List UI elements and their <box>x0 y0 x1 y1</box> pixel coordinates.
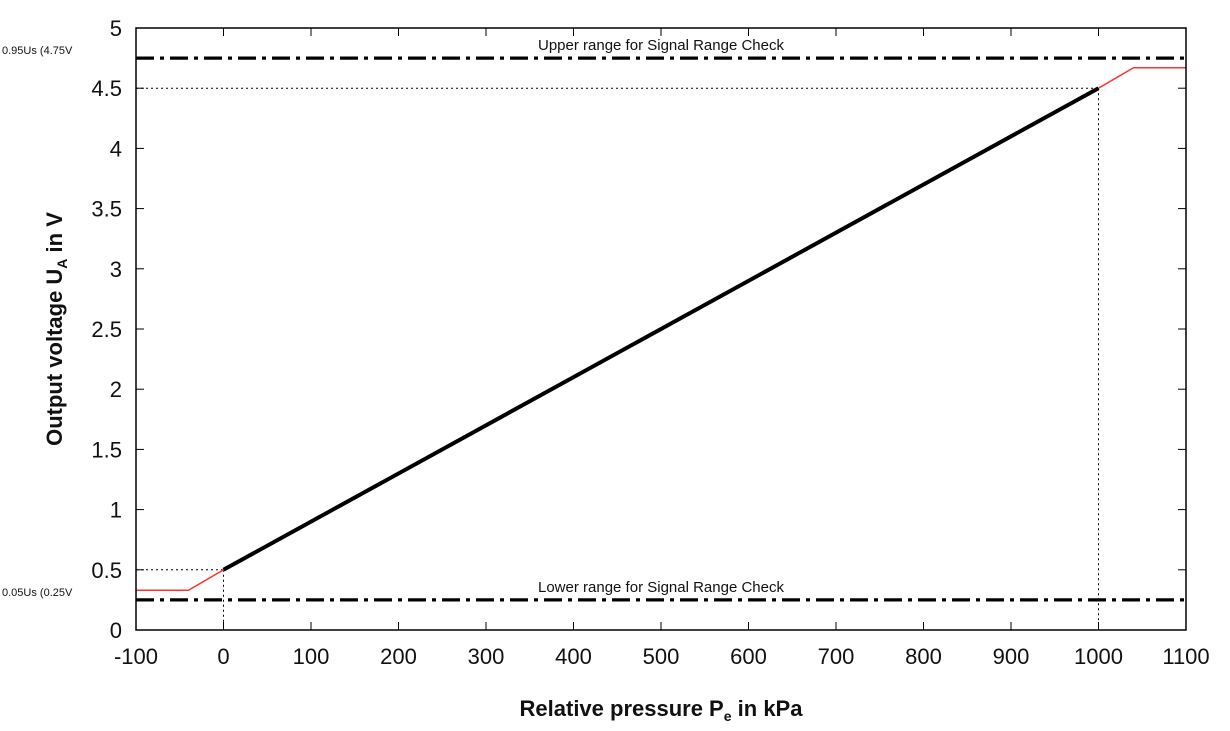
y-axis-title-rest: in V <box>42 212 67 259</box>
x-tick-label: 100 <box>293 644 330 669</box>
x-axis-title-sub: e <box>724 708 732 724</box>
threshold-labels: Upper range for Signal Range Check 0.95Us… <box>2 37 784 599</box>
y-tick-label: 1 <box>110 498 122 523</box>
x-tick-label: 800 <box>905 644 942 669</box>
y-tick-label: 5 <box>110 16 122 41</box>
y-tick-label: 1.5 <box>91 437 122 462</box>
y-tick-label: 3.5 <box>91 197 122 222</box>
y-tick-label: 4 <box>110 136 122 161</box>
threshold-label: Lower range for Signal Range Check <box>538 579 784 596</box>
threshold-tick-label: 0.05Us (0.25V <box>2 587 73 599</box>
y-axis: 0 0.5 1 1.5 2 2.5 3 3.5 4 4.5 5 <box>91 16 1186 643</box>
y-axis-title-sub: A <box>54 259 70 269</box>
y-tick-label: 2 <box>110 377 122 402</box>
y-tick-label: 3 <box>110 257 122 282</box>
x-tick-label: 1000 <box>1074 644 1123 669</box>
x-axis-title: Relative pressure Pe in kPa <box>520 696 804 724</box>
x-tick-label: 1100 <box>1162 644 1209 669</box>
x-tick-label: 400 <box>555 644 592 669</box>
x-tick-label: 200 <box>380 644 417 669</box>
guide-lines <box>136 87 1099 630</box>
y-tick-label: 0.5 <box>91 558 122 583</box>
y-tick-label: 0 <box>110 618 122 643</box>
threshold-tick-label: 0.95Us (4.75V <box>2 45 73 57</box>
x-tick-label: 500 <box>643 644 680 669</box>
x-tick-label: 900 <box>993 644 1030 669</box>
series-group <box>136 66 1186 592</box>
y-tick-label: 2.5 <box>91 317 122 342</box>
x-tick-label: 700 <box>818 644 855 669</box>
x-axis-title-rest: in kPa <box>732 696 804 721</box>
x-tick-label: 300 <box>468 644 505 669</box>
y-tick-label: 4.5 <box>91 76 122 101</box>
threshold-lines <box>136 56 1186 602</box>
x-axis-title-main: Relative pressure P <box>520 696 724 721</box>
series-upper-clamp <box>1098 66 1186 89</box>
x-axis: -100 0 100 200 300 400 500 600 700 800 900 1000 1100 <box>114 28 1210 669</box>
x-tick-label: -100 <box>114 644 158 669</box>
series-characteristic <box>222 86 1100 572</box>
y-axis-title: Output voltage UA in V <box>42 212 70 446</box>
x-tick-label: 600 <box>730 644 767 669</box>
y-axis-title-main: Output voltage U <box>42 269 67 446</box>
threshold-label: Upper range for Signal Range Check <box>538 37 784 54</box>
x-tick-label: 0 <box>217 644 229 669</box>
series-lower-clamp <box>136 569 224 592</box>
